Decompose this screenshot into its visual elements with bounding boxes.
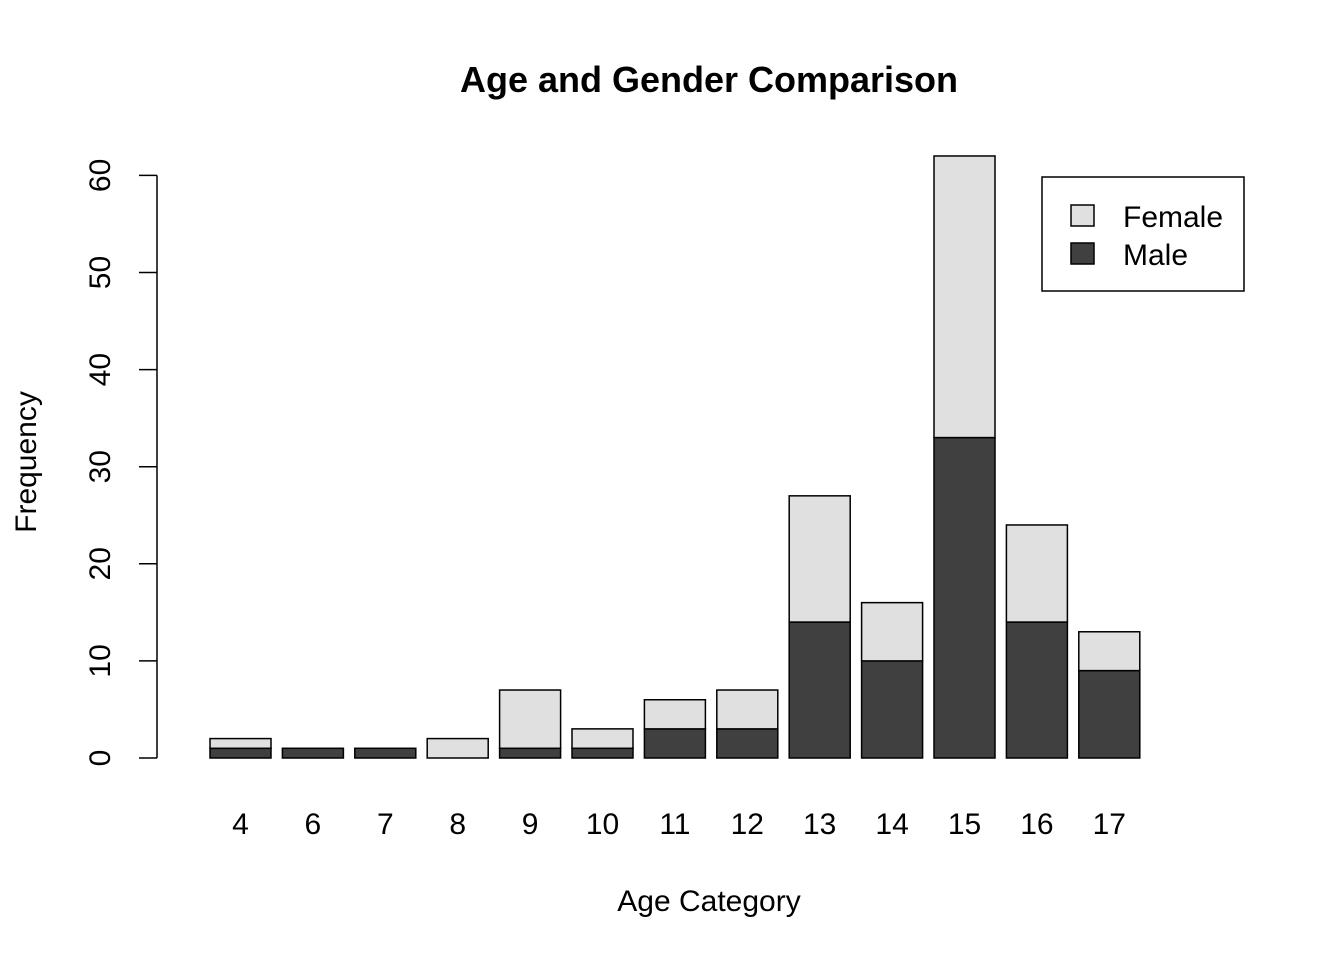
bar-female-10 [571,728,634,750]
legend-label-female: Female [1123,201,1223,234]
bar-female-16 [1005,524,1069,623]
x-tick-label: 13 [803,808,836,841]
x-tick-label: 16 [1020,808,1053,841]
x-tick-labels: 4 6 7 8 9 10 11 12 13 14 15 16 17 [232,808,1126,841]
x-tick-label: 15 [948,808,981,841]
bar-male-15 [933,436,996,759]
x-tick-label: 8 [449,808,466,841]
x-tick-label: 6 [305,808,322,841]
bar-male-10 [571,747,634,759]
bar-female-13 [788,495,851,623]
y-tick-label: 40 [84,353,117,386]
chart-title: Age and Gender Comparison [460,59,958,100]
y-tick-label: 50 [84,256,117,289]
bars-group [209,155,1141,759]
bar-female-17 [1078,631,1141,672]
y-axis-label: Frequency [10,391,43,533]
y-tick-label: 10 [84,644,117,677]
bar-male-4 [209,747,272,759]
y-tick-label: 60 [84,159,117,192]
x-tick-label: 4 [232,808,249,841]
x-tick-label: 11 [659,808,690,841]
bar-male-11 [643,728,707,759]
x-tick-label: 9 [522,808,539,841]
bar-male-16 [1005,621,1069,759]
y-tick-label: 30 [84,450,117,483]
legend-box [1041,176,1245,292]
x-tick-label: 7 [377,808,394,841]
bar-male-13 [788,621,851,759]
bar-female-8 [426,737,489,759]
legend: Female Male [1041,176,1245,292]
bar-female-14 [860,601,924,662]
bar-male-12 [716,728,779,759]
legend-label-male: Male [1123,239,1188,272]
x-axis-label: Age Category [617,885,800,918]
legend-swatch-female [1070,204,1095,227]
bar-male-14 [860,660,924,759]
bar-male-6 [281,747,345,759]
bar-male-9 [498,747,562,759]
bar-female-9 [498,689,562,750]
x-tick-label: 10 [586,808,619,841]
bar-female-15 [933,155,996,439]
bar-male-17 [1078,669,1141,759]
bar-male-7 [354,747,417,759]
bar-female-11 [643,698,707,730]
legend-swatch-male [1070,242,1095,265]
x-tick-label: 17 [1093,808,1126,841]
bar-female-12 [716,689,779,730]
x-tick-label: 12 [731,808,764,841]
x-tick-label: 14 [875,808,908,841]
y-tick-label: 0 [84,750,117,767]
bar-female-4 [209,737,272,750]
y-axis: 0 10 20 30 40 50 60 [84,159,158,767]
y-tick-label: 20 [84,547,117,580]
